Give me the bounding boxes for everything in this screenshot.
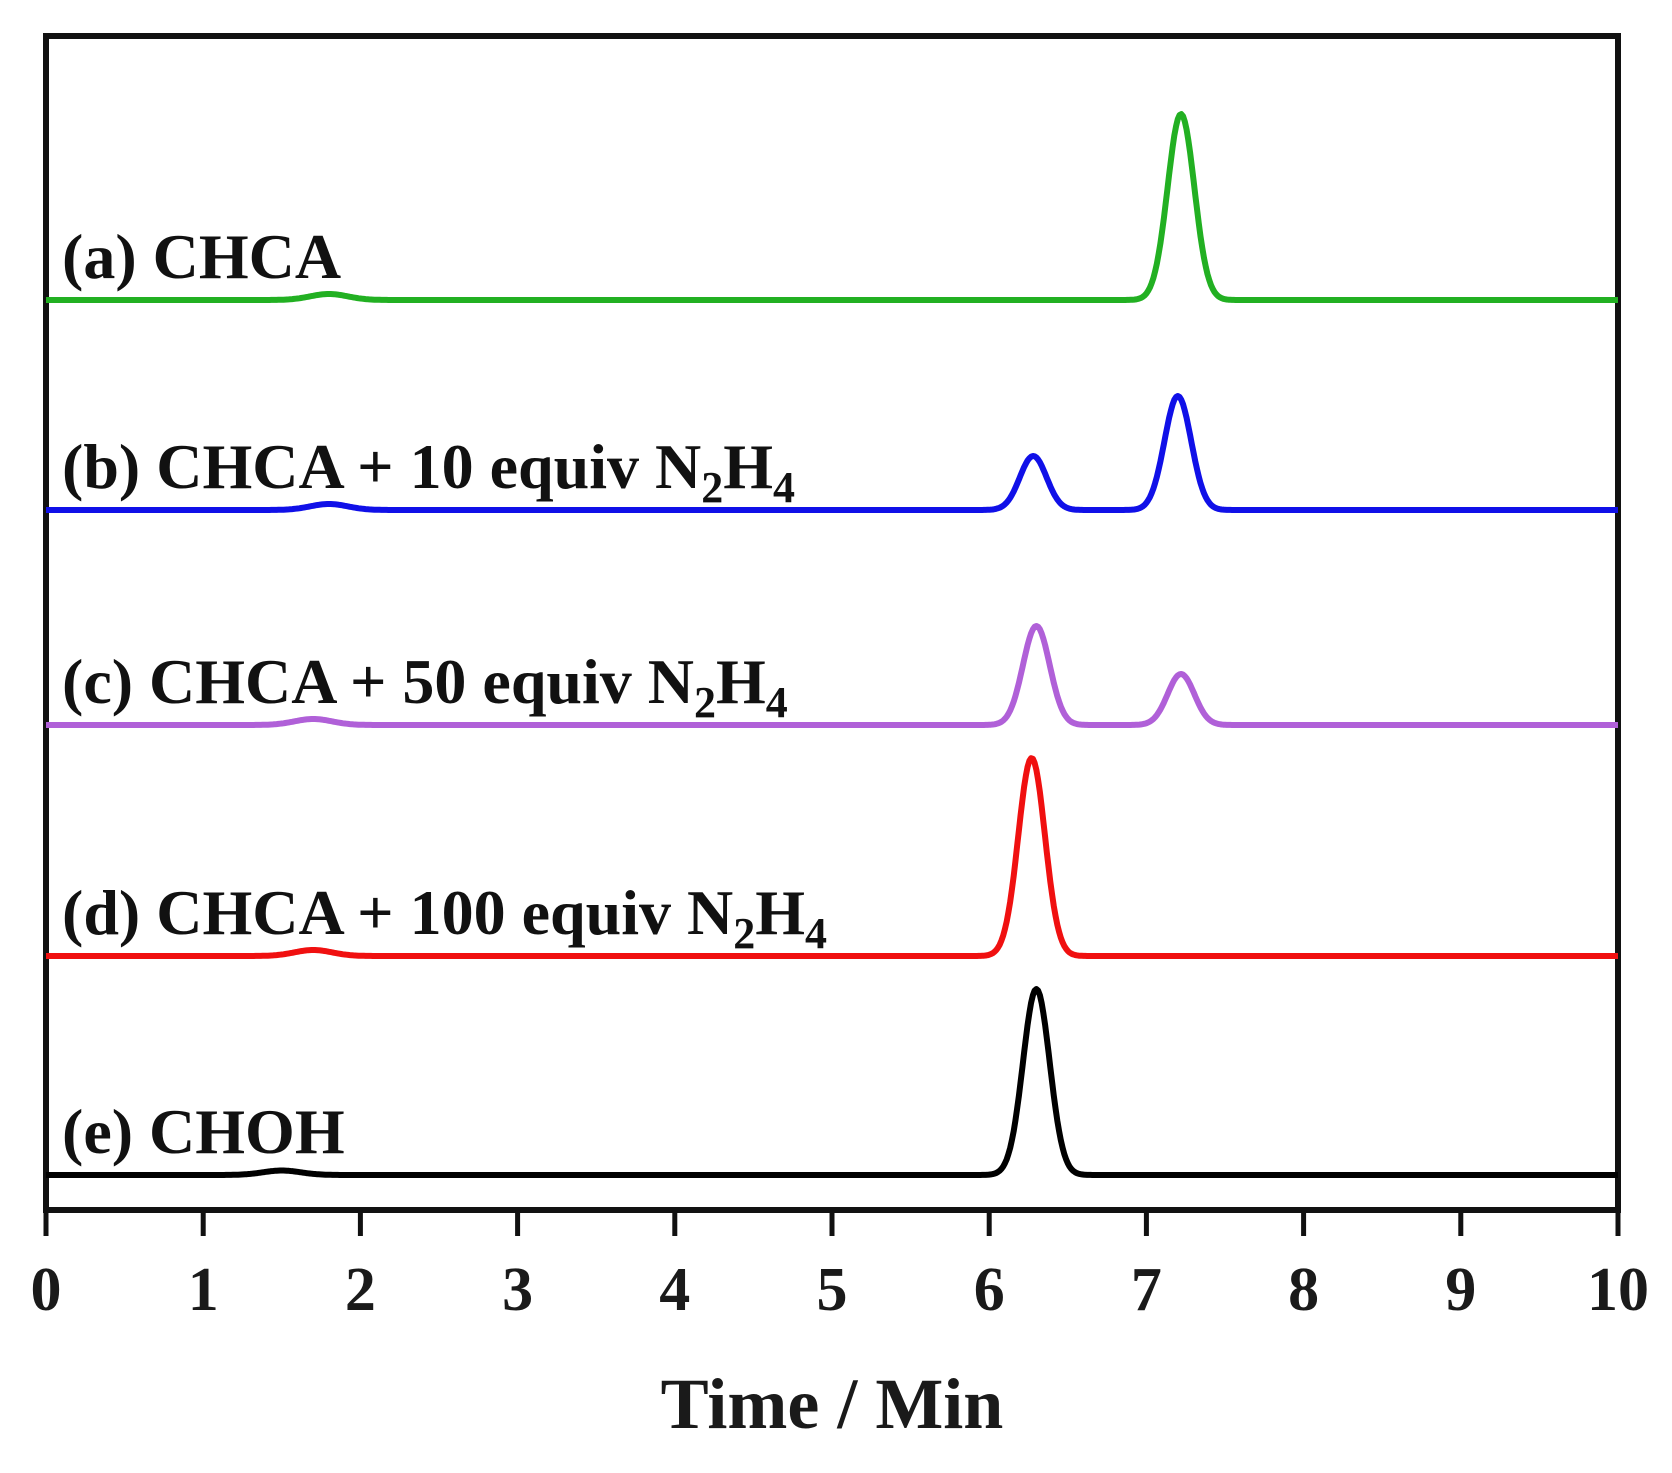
series-line-d bbox=[44, 755, 1620, 959]
series-line-e bbox=[44, 986, 1620, 1178]
series-label-b: (b) CHCA + 10 equiv N2H4 bbox=[62, 431, 795, 512]
x-tick-label: 4 bbox=[659, 1256, 690, 1324]
series-line-a bbox=[44, 111, 1620, 303]
series-line-b bbox=[44, 393, 1620, 513]
series-label-c: (c) CHCA + 50 equiv N2H4 bbox=[62, 646, 788, 727]
x-axis: 0 1 2 3 4 5 6 7 8 9 10 bbox=[31, 1207, 1649, 1324]
x-tick-label: 3 bbox=[502, 1256, 533, 1324]
x-tick-label: 10 bbox=[1587, 1256, 1649, 1324]
x-tick-label: 9 bbox=[1445, 1256, 1476, 1324]
series-label-d: (d) CHCA + 100 equiv N2H4 bbox=[62, 877, 827, 958]
x-tick-label: 2 bbox=[345, 1256, 376, 1324]
x-tick-label: 0 bbox=[31, 1256, 62, 1324]
x-axis-title: Time / Min bbox=[661, 1364, 1004, 1444]
x-tick-label: 7 bbox=[1131, 1256, 1162, 1324]
series-label-a: (a) CHCA bbox=[62, 221, 341, 292]
x-tick-label: 1 bbox=[188, 1256, 219, 1324]
x-tick-label: 6 bbox=[974, 1256, 1005, 1324]
series-label-e: (e) CHOH bbox=[62, 1096, 345, 1167]
series-line-c bbox=[44, 623, 1620, 728]
series-labels-group: (a) CHCA (b) CHCA + 10 equiv N2H4 (c) CHCA… bbox=[62, 221, 827, 1167]
x-tick-label: 8 bbox=[1288, 1256, 1319, 1324]
traces-group bbox=[44, 111, 1620, 1178]
plot-frame bbox=[43, 33, 1621, 1213]
x-tick-label: 5 bbox=[817, 1256, 848, 1324]
